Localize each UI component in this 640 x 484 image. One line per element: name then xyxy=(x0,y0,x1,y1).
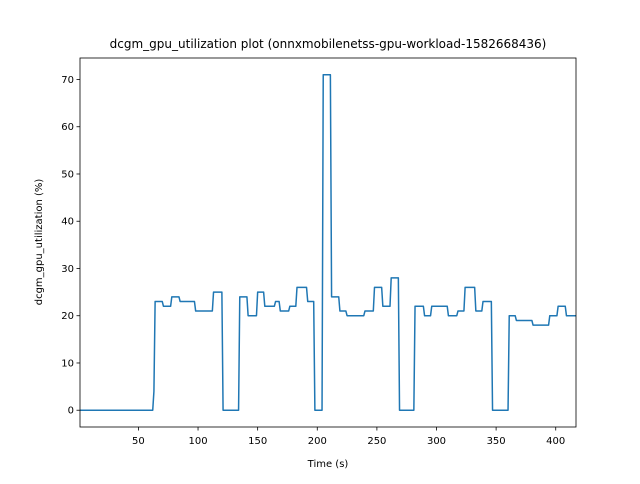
y-axis-label: dcgm_gpu_utilization (%) xyxy=(34,179,45,306)
y-tick-label: 40 xyxy=(61,217,74,228)
x-axis-label: Time (s) xyxy=(307,459,349,470)
x-tick-label: 250 xyxy=(367,436,386,447)
x-tick-label: 150 xyxy=(248,436,267,447)
x-tick-label: 100 xyxy=(188,436,207,447)
x-tick-label: 300 xyxy=(427,436,446,447)
y-tick-label: 20 xyxy=(61,311,74,322)
y-tick-label: 30 xyxy=(61,264,74,275)
y-tick-label: 60 xyxy=(61,122,74,133)
y-tick-label: 10 xyxy=(61,358,74,369)
x-tick-label: 400 xyxy=(546,436,565,447)
data-line xyxy=(80,74,576,411)
plot-frame xyxy=(79,57,577,428)
x-tick-label: 350 xyxy=(487,436,506,447)
y-tick-label: 0 xyxy=(68,406,74,417)
y-tick-label: 50 xyxy=(61,169,74,180)
y-tick-label: 70 xyxy=(61,75,74,86)
x-tick-label: 200 xyxy=(308,436,327,447)
chart-title: dcgm_gpu_utilization plot (onnxmobilenet… xyxy=(110,37,547,51)
x-tick-label: 50 xyxy=(132,436,145,447)
